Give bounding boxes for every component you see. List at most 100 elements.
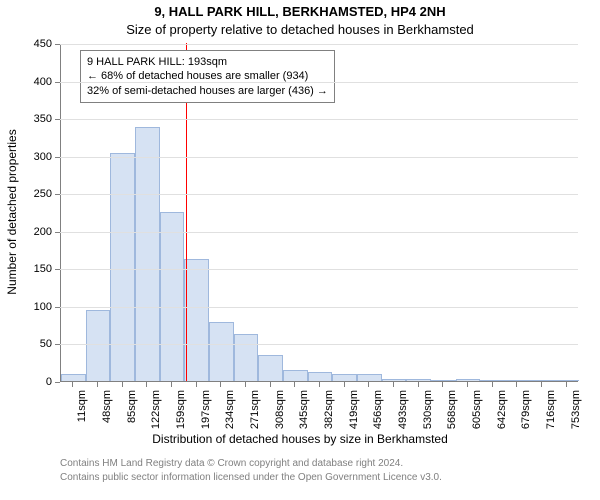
y-tick-mark [55, 194, 60, 195]
histogram-bar [382, 379, 407, 381]
grid-line [60, 82, 578, 83]
chart-title-line2: Size of property relative to detached ho… [0, 22, 600, 37]
grid-line [60, 307, 578, 308]
histogram-bar [480, 380, 505, 381]
histogram-bar [357, 374, 382, 382]
y-tick-mark [55, 119, 60, 120]
x-tick-label: 197sqm [200, 390, 212, 438]
y-tick-mark [55, 44, 60, 45]
y-tick-label: 50 [26, 338, 52, 350]
x-tick-label: 122sqm [150, 390, 162, 438]
histogram-bar [135, 127, 160, 381]
grid-line [60, 119, 578, 120]
y-tick-mark [55, 269, 60, 270]
footer-line2: Contains public sector information licen… [60, 472, 442, 483]
grid-line [60, 269, 578, 270]
x-tick-label: 493sqm [397, 390, 409, 438]
x-tick-mark [516, 382, 517, 387]
y-tick-mark [55, 82, 60, 83]
chart-container: 9, HALL PARK HILL, BERKHAMSTED, HP4 2NH … [0, 0, 600, 500]
y-tick-label: 200 [26, 226, 52, 238]
histogram-bar [554, 380, 579, 382]
histogram-bar [456, 379, 481, 381]
histogram-bar [530, 380, 555, 382]
y-tick-label: 400 [26, 76, 52, 88]
y-tick-label: 150 [26, 263, 52, 275]
y-tick-label: 0 [26, 376, 52, 388]
y-tick-mark [55, 157, 60, 158]
histogram-bar [283, 370, 308, 381]
y-tick-label: 450 [26, 38, 52, 50]
grid-line [60, 44, 578, 45]
histogram-bar [258, 355, 283, 381]
histogram-bar [332, 374, 357, 382]
x-tick-label: 642sqm [496, 390, 508, 438]
y-tick-mark [55, 344, 60, 345]
grid-line [60, 344, 578, 345]
x-tick-label: 85sqm [126, 390, 138, 438]
x-tick-label: 530sqm [422, 390, 434, 438]
y-tick-label: 350 [26, 113, 52, 125]
x-tick-mark [72, 382, 73, 387]
x-tick-label: 382sqm [323, 390, 335, 438]
x-tick-mark [566, 382, 567, 387]
x-tick-label: 456sqm [372, 390, 384, 438]
histogram-bar [61, 374, 86, 382]
y-tick-label: 250 [26, 188, 52, 200]
x-tick-label: 568sqm [446, 390, 458, 438]
x-tick-mark [442, 382, 443, 387]
grid-line [60, 157, 578, 158]
x-tick-mark [492, 382, 493, 387]
x-tick-label: 605sqm [471, 390, 483, 438]
x-tick-label: 716sqm [545, 390, 557, 438]
x-tick-label: 48sqm [101, 390, 113, 438]
x-tick-mark [270, 382, 271, 387]
x-tick-label: 308sqm [274, 390, 286, 438]
annotation-box: 9 HALL PARK HILL: 193sqm ← 68% of detach… [80, 50, 335, 103]
x-tick-mark [467, 382, 468, 387]
x-tick-mark [368, 382, 369, 387]
x-tick-mark [146, 382, 147, 387]
x-tick-mark [97, 382, 98, 387]
x-tick-mark [220, 382, 221, 387]
x-tick-mark [171, 382, 172, 387]
x-tick-label: 159sqm [175, 390, 187, 438]
x-tick-label: 419sqm [348, 390, 360, 438]
x-tick-mark [344, 382, 345, 387]
x-tick-mark [245, 382, 246, 387]
x-tick-mark [418, 382, 419, 387]
y-tick-mark [55, 232, 60, 233]
histogram-bar [184, 259, 209, 381]
footer-line1: Contains HM Land Registry data © Crown c… [60, 458, 403, 469]
x-tick-mark [122, 382, 123, 387]
y-axis-label: Number of detached properties [5, 112, 19, 312]
histogram-bar [234, 334, 259, 381]
chart-title-line1: 9, HALL PARK HILL, BERKHAMSTED, HP4 2NH [0, 4, 600, 19]
annotation-line1: 9 HALL PARK HILL: 193sqm [87, 55, 328, 69]
histogram-bar [110, 153, 135, 381]
histogram-bar [308, 372, 333, 381]
x-tick-label: 271sqm [249, 390, 261, 438]
histogram-bar [406, 379, 431, 381]
histogram-bar [209, 322, 234, 381]
x-tick-label: 234sqm [224, 390, 236, 438]
y-tick-mark [55, 307, 60, 308]
histogram-bar [505, 380, 530, 381]
y-tick-label: 300 [26, 151, 52, 163]
x-tick-mark [541, 382, 542, 387]
x-tick-label: 679sqm [520, 390, 532, 438]
grid-line [60, 194, 578, 195]
y-tick-mark [55, 382, 60, 383]
x-tick-label: 11sqm [76, 390, 88, 438]
histogram-bar [160, 212, 185, 381]
grid-line [60, 232, 578, 233]
annotation-line3: 32% of semi-detached houses are larger (… [87, 84, 328, 98]
y-tick-label: 100 [26, 301, 52, 313]
histogram-bar [431, 380, 456, 381]
x-tick-mark [319, 382, 320, 387]
x-tick-label: 753sqm [570, 390, 582, 438]
x-tick-mark [196, 382, 197, 387]
x-tick-label: 345sqm [298, 390, 310, 438]
x-tick-mark [294, 382, 295, 387]
x-tick-mark [393, 382, 394, 387]
